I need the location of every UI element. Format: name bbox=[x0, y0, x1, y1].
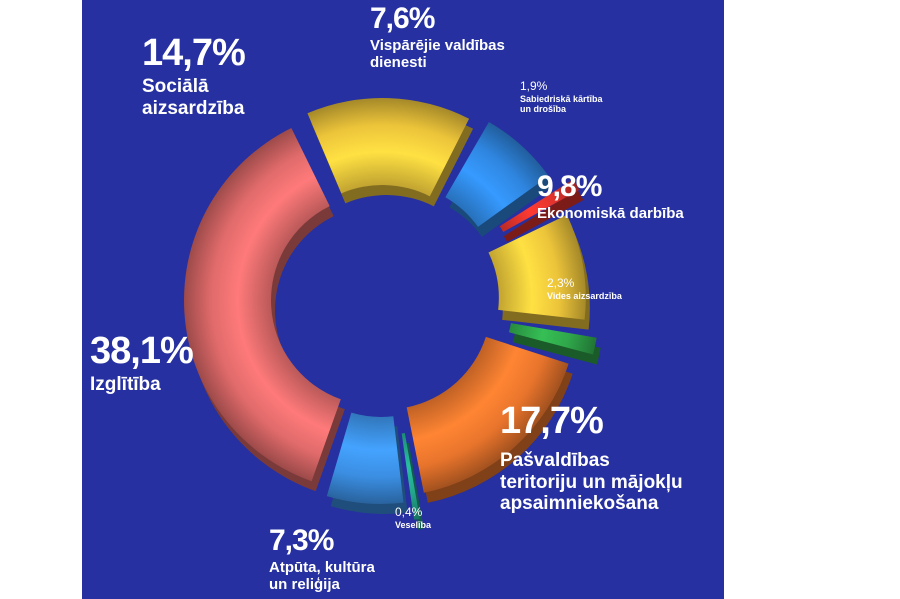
label-sociala-aizsardziba: 14,7% Sociālā aizsardzība bbox=[142, 32, 246, 119]
value-veseliba: 0,4% bbox=[395, 505, 423, 519]
value-atputa-kultura: 7,3% bbox=[269, 524, 334, 557]
value-sociala-aizsardziba: 14,7% bbox=[142, 32, 246, 74]
name-pasvaldibas-teritoriju: Pašvaldības teritoriju un mājokļu apsaim… bbox=[500, 449, 683, 515]
slice-side bbox=[503, 189, 584, 242]
slice-5 bbox=[508, 323, 597, 355]
label-ekonomiska-darbiba: 9,8% Ekonomiskā darbība bbox=[537, 170, 684, 222]
name-vides-aizsardziba: Vides aizsardzība bbox=[547, 290, 622, 301]
value-pasvaldibas-teritoriju: 17,7% bbox=[500, 400, 604, 442]
value-izglitiba: 38,1% bbox=[90, 330, 194, 372]
name-visparejie-dienesti: Vispārējie valdības dienesti bbox=[370, 36, 505, 71]
name-sociala-aizsardziba: Sociālā aizsardzība bbox=[142, 75, 245, 119]
label-izglitiba: 38,1% Izglītība bbox=[90, 330, 194, 396]
slice-0 bbox=[184, 128, 341, 482]
slice-1 bbox=[307, 98, 470, 197]
value-sabiedriska-kartiba: 1,9% bbox=[520, 79, 548, 93]
slice-3 bbox=[499, 179, 580, 232]
label-atputa-kultura: 7,3% Atpūta, kultūra un reliģija bbox=[269, 524, 375, 593]
label-visparejie-dienesti: 7,6% Vispārējie valdības dienesti bbox=[370, 2, 505, 71]
slice-2 bbox=[445, 121, 549, 227]
label-pasvaldibas-teritoriju: 17,7% Pašvaldības teritoriju un mājokļu … bbox=[500, 400, 683, 515]
name-veseliba: Veselība bbox=[395, 519, 432, 530]
label-vides-aizsardziba: 2,3% Vides aizsardzība bbox=[547, 276, 622, 301]
value-ekonomiska-darbiba: 9,8% bbox=[537, 170, 602, 203]
name-izglitiba: Izglītība bbox=[90, 373, 161, 395]
label-sabiedriska-kartiba: 1,9% Sabiedriskā kārtība un drošība bbox=[520, 79, 603, 115]
name-atputa-kultura: Atpūta, kultūra un reliģija bbox=[269, 558, 375, 593]
value-visparejie-dienesti: 7,6% bbox=[370, 2, 435, 35]
slice-7 bbox=[401, 433, 420, 520]
name-sabiedriska-kartiba: Sabiedriskā kārtība un drošība bbox=[520, 93, 603, 115]
value-vides-aizsardziba: 2,3% bbox=[547, 276, 575, 290]
slice-4 bbox=[488, 214, 586, 320]
chart-panel: 38,1% Izglītība 14,7% Sociālā aizsardzīb… bbox=[82, 0, 724, 599]
slice-6 bbox=[406, 336, 569, 493]
name-ekonomiska-darbiba: Ekonomiskā darbība bbox=[537, 204, 684, 222]
slice-8 bbox=[326, 412, 404, 504]
donut-chart bbox=[184, 98, 601, 530]
label-veseliba: 0,4% Veselība bbox=[395, 505, 432, 530]
slice-side bbox=[512, 333, 601, 365]
